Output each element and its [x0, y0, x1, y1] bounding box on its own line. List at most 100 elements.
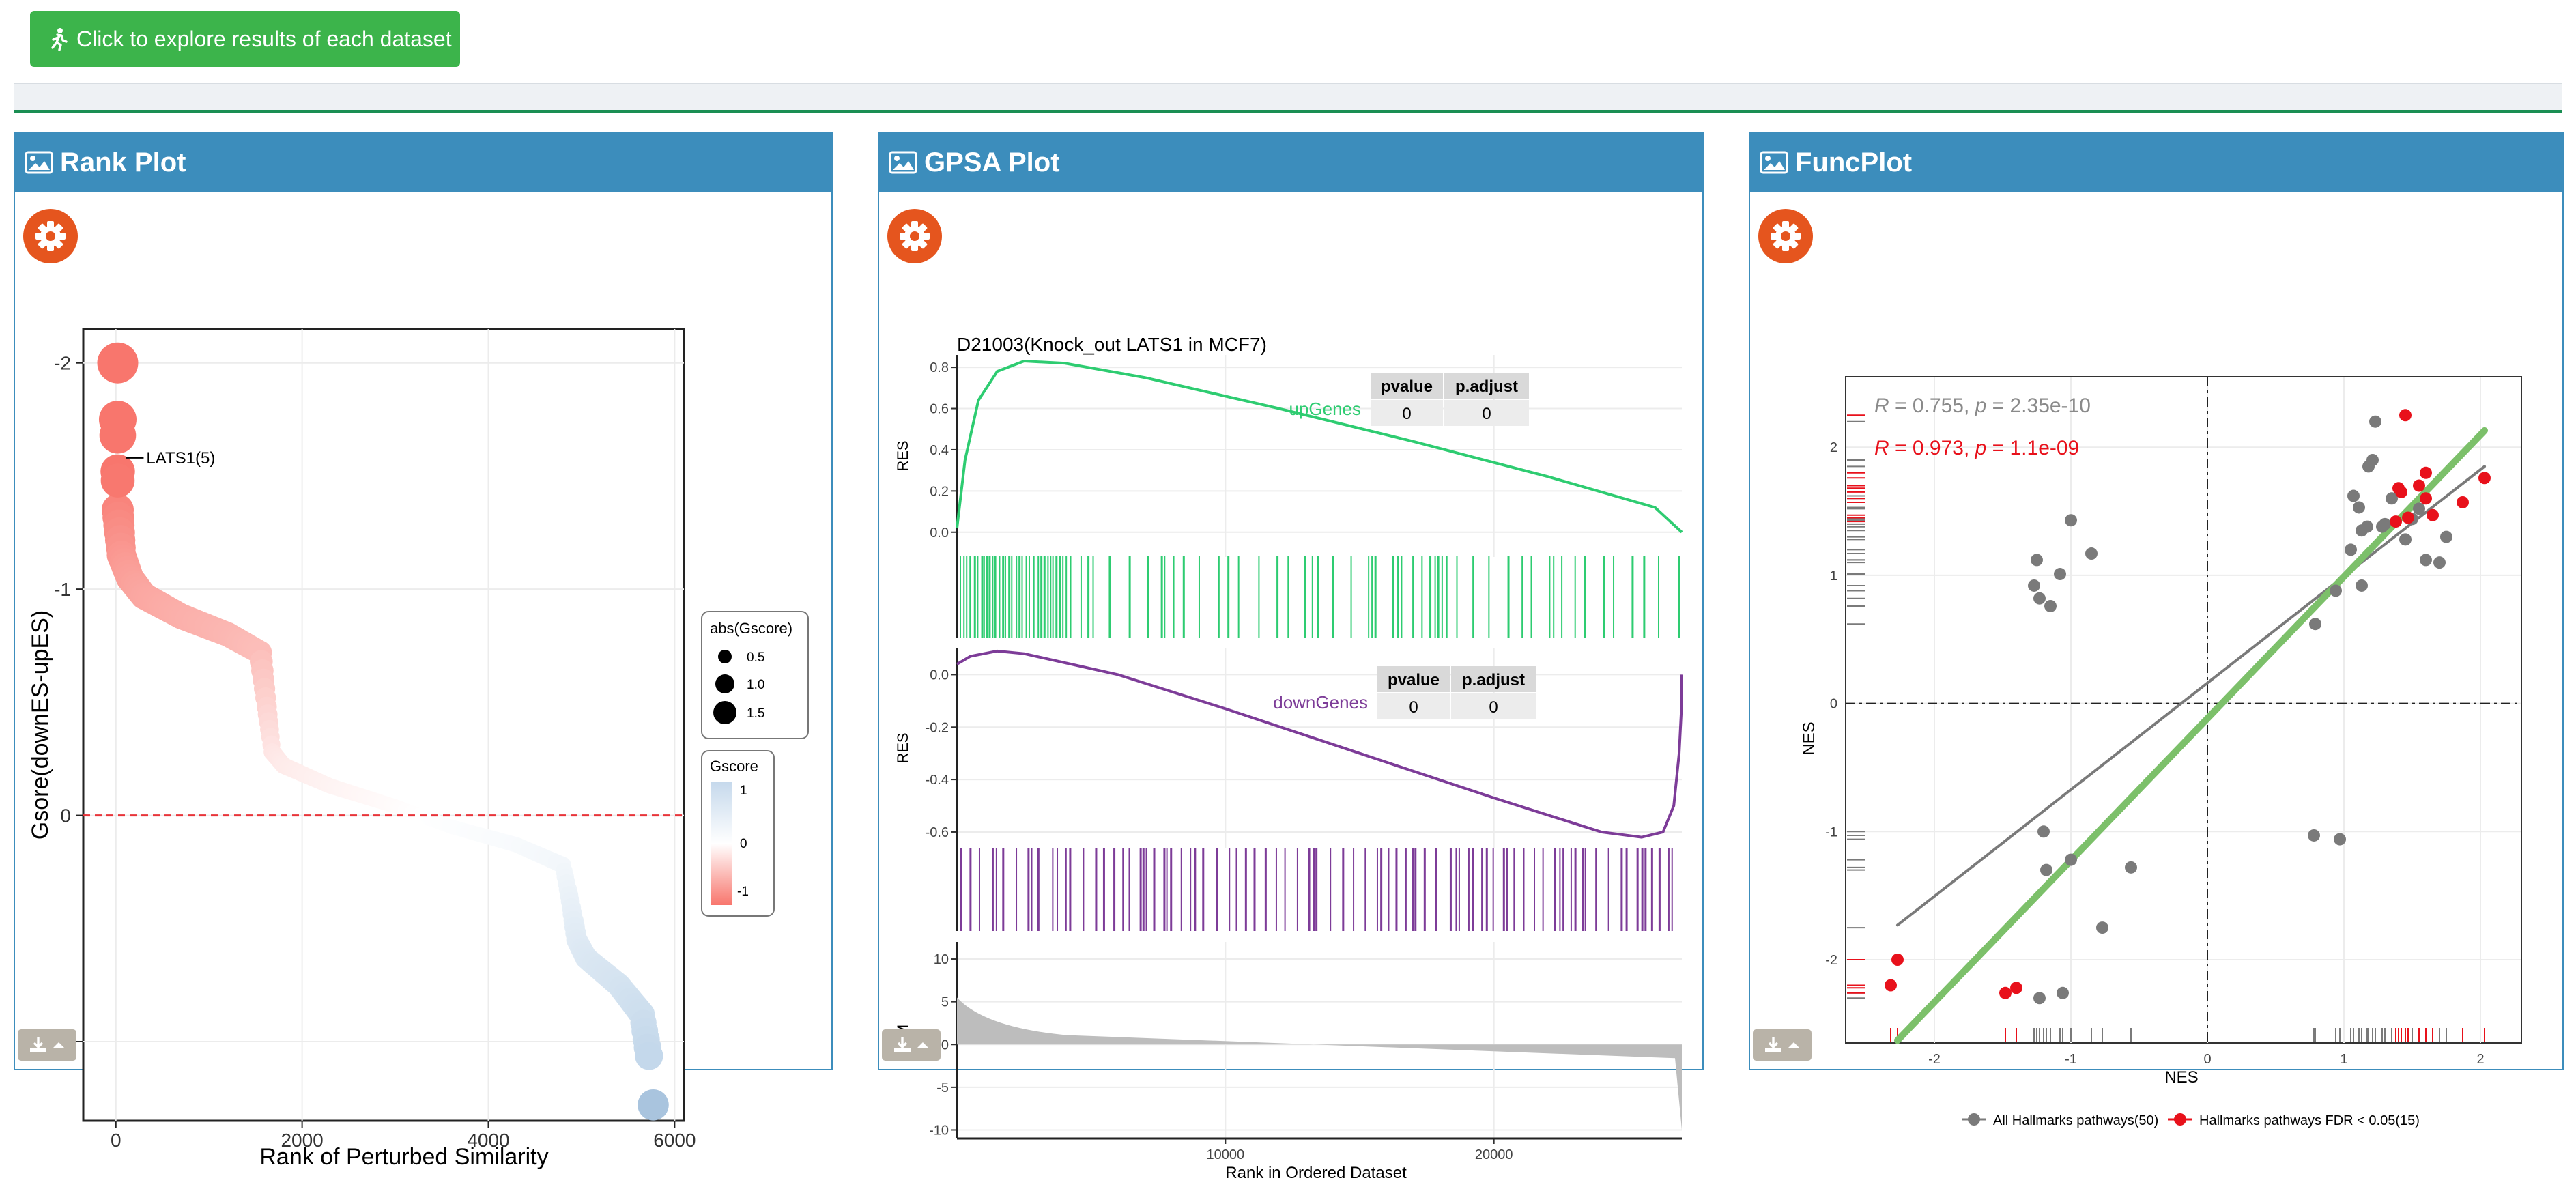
gpsa-y-tick-label: 0.4	[930, 443, 949, 458]
gene-hit-bar	[1180, 848, 1182, 931]
image-icon	[25, 151, 53, 174]
gene-hit-bar	[1253, 848, 1256, 931]
pathway-point	[2347, 489, 2360, 502]
gene-hit-bar	[1166, 848, 1168, 931]
gene-hit-bar	[1423, 848, 1426, 931]
gene-hit-bar	[1021, 556, 1023, 638]
gene-hit-bar	[1620, 848, 1623, 931]
gene-hit-bar	[1037, 848, 1040, 931]
gene-hit-bar	[969, 556, 971, 638]
gpsa-y-tick-label: -0.2	[926, 720, 949, 735]
gene-hit-bar	[1364, 848, 1366, 931]
significant-pathway-point	[2402, 511, 2414, 524]
gene-hit-bar	[960, 556, 961, 638]
gene-hit-bar	[1092, 556, 1094, 638]
rank-plot-header: Rank Plot	[15, 132, 831, 192]
gene-hit-bar	[1145, 848, 1147, 931]
pathway-point	[2096, 921, 2108, 934]
gpsa-series-label: downGenes	[1273, 692, 1368, 713]
gene-hit-bar	[1397, 556, 1399, 638]
explore-datasets-button[interactable]: Click to explore results of each dataset	[30, 11, 460, 67]
gene-hit-bar	[1095, 848, 1098, 931]
running-person-icon	[48, 27, 68, 51]
explore-datasets-label: Click to explore results of each dataset	[76, 26, 452, 51]
gene-hit-bar	[1311, 556, 1313, 638]
gene-hit-bar	[1308, 848, 1311, 931]
gene-hit-bar	[1139, 848, 1142, 931]
color-legend-title: Gscore	[710, 758, 758, 775]
gene-hit-bar	[1395, 848, 1398, 931]
gene-hit-bar	[1128, 556, 1131, 638]
func-plot-title: FuncPlot	[1795, 147, 1913, 177]
gene-hit-bar	[1164, 556, 1166, 638]
pathway-point	[2334, 833, 2346, 846]
gpsa-plot-panel: GPSA Plot D21003(Knock_out LATS1 in MCF7…	[878, 132, 1704, 1182]
gene-hit-bar	[1441, 556, 1443, 638]
gene-hit-bar	[1412, 848, 1414, 931]
gene-hit-bar	[1065, 556, 1068, 638]
gene-hit-bar	[1313, 848, 1315, 931]
significant-pathway-point	[2478, 472, 2491, 485]
gene-hit-bar	[983, 556, 985, 638]
rlm-y-tick-label: 5	[941, 995, 949, 1010]
gene-hit-bar	[1521, 556, 1523, 638]
func-settings-button[interactable]	[1758, 209, 1813, 263]
gene-hit-bar	[1523, 848, 1525, 931]
pathway-point	[2028, 579, 2040, 592]
gene-hit-bar	[1374, 556, 1377, 638]
gene-hit-bar	[960, 848, 962, 931]
image-icon	[889, 151, 917, 174]
gene-hit-bar	[1513, 848, 1515, 931]
rank-settings-button[interactable]	[23, 209, 78, 263]
size-legend-label: 1.0	[747, 678, 764, 692]
size-legend-label: 1.5	[747, 706, 764, 721]
rank-point	[97, 342, 139, 384]
gene-hit-bar	[1613, 556, 1615, 638]
rlm-area	[957, 997, 1682, 1130]
gpsa-x-axis-label: Rank in Ordered Dataset	[1225, 1164, 1407, 1182]
func-y-tick-label: 0	[1830, 697, 1837, 712]
rank-size-legend: abs(Gscore) 0.5 1.0 1.5	[701, 611, 809, 739]
gene-hit-bar	[1153, 848, 1156, 931]
gene-hit-bar	[1446, 556, 1448, 638]
gene-hit-bar	[999, 556, 1001, 638]
color-legend-label: 0	[740, 837, 747, 851]
gene-hit-bar	[1008, 556, 1011, 638]
gene-hit-bar	[1018, 556, 1021, 638]
gene-hit-bar	[1194, 848, 1197, 931]
rank-x-tick-label: 0	[111, 1130, 121, 1151]
gene-hit-bar	[1350, 556, 1352, 638]
lats1-annotation: LATS1(5)	[146, 449, 215, 468]
rlm-y-tick-label: 10	[934, 952, 949, 967]
gene-hit-bar	[1040, 556, 1043, 638]
correlation-stat: R = 0.755, p = 2.35e-10	[1874, 395, 2091, 417]
rank-download-button[interactable]	[18, 1029, 76, 1061]
gpsa-plot-chart: D21003(Knock_out LATS1 in MCF7) 0.0 0.2 0.…	[894, 334, 1683, 1182]
rank-y-tick-label: 0	[60, 805, 71, 827]
gene-hit-bar	[1668, 848, 1670, 931]
gene-hit-bar	[1549, 556, 1551, 638]
gpsa-download-button[interactable]	[882, 1029, 941, 1061]
gene-hit-bar	[1530, 556, 1532, 638]
gene-hit-bar	[1027, 848, 1030, 931]
gene-hit-bar	[1502, 848, 1505, 931]
func-x-tick-label: 1	[2340, 1052, 2347, 1067]
rlm-y-tick-label: -10	[929, 1123, 949, 1138]
gpsa-settings-button[interactable]	[887, 209, 942, 263]
func-download-button[interactable]	[1753, 1029, 1812, 1061]
color-legend-label: 1	[740, 784, 747, 798]
gene-hit-bar	[1481, 848, 1483, 931]
rank-point	[635, 1042, 663, 1070]
gene-hit-bar	[1650, 848, 1653, 931]
gpsa-y-tick-label: -0.6	[926, 825, 949, 840]
download-icon	[892, 1036, 913, 1054]
caret-up-icon	[51, 1040, 66, 1050]
pathway-point	[2330, 584, 2342, 597]
gene-hit-bar	[1016, 848, 1018, 931]
pathway-point	[2054, 568, 2066, 581]
func-x-tick-label: -1	[2065, 1052, 2077, 1067]
pathway-point	[2413, 502, 2425, 515]
gene-hit-bar	[1216, 848, 1218, 931]
func-legend: All Hallmarks pathways(50) Hallmarks pat…	[1962, 1113, 2420, 1128]
rlm-y-tick-label: 0	[941, 1037, 949, 1052]
